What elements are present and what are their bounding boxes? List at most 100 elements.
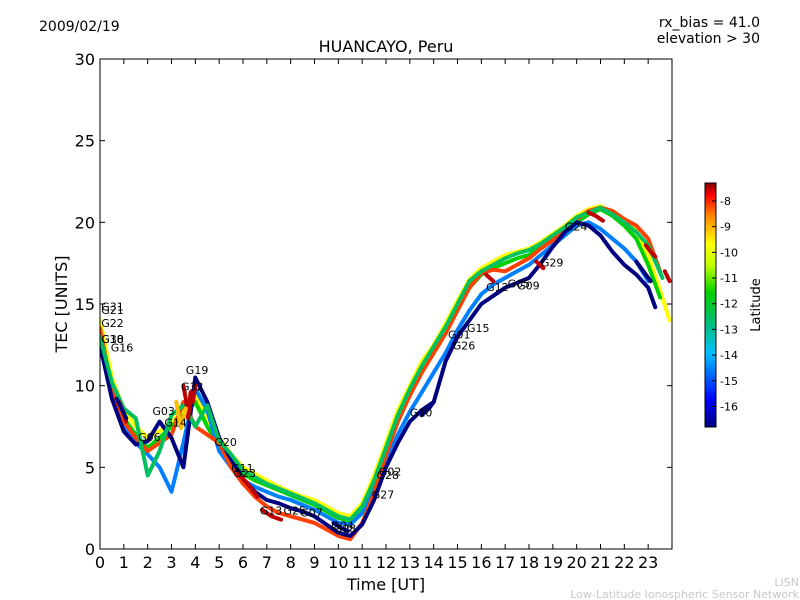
colorbar-ticks: -8 -9 -10 -11 -12 -13 -14 -15 -16 — [712, 195, 738, 413]
x-tick-label: 19 — [543, 553, 563, 572]
satellite-label-g25: G25 — [284, 505, 307, 518]
satellite-label-g09: G09 — [517, 279, 540, 292]
x-tick-label: 13 — [400, 553, 420, 572]
satellite-label-g12: G12 — [486, 281, 509, 294]
satellite-label-g11: G11 — [231, 462, 254, 475]
tec-trace-17 — [331, 520, 350, 533]
x-tick-label: 9 — [309, 553, 319, 572]
colorbar-label: Latitude — [749, 278, 764, 332]
y-tick-label: 25 — [75, 132, 95, 151]
tec-trace-13 — [662, 269, 672, 284]
satellite-label-g29: G29 — [541, 256, 564, 269]
tec-trace-11 — [586, 210, 605, 223]
satellite-label-g19: G19 — [186, 364, 209, 377]
satellite-label-g13: G13 — [260, 505, 283, 518]
satellite-label-g08: G08 — [334, 523, 357, 536]
x-tick-label: 14 — [423, 553, 443, 572]
rx-bias-label: rx_bias = 41.0 — [659, 15, 760, 31]
x-tick-label: 15 — [447, 553, 467, 572]
satellite-label-g27: G27 — [372, 488, 395, 501]
x-tick-label: 12 — [376, 553, 396, 572]
x-tick-label: 1 — [119, 553, 129, 572]
credit-short: LISN — [774, 576, 799, 589]
colorbar-tick-label: -9 — [720, 221, 731, 234]
x-tick-label: 20 — [566, 553, 586, 572]
satellite-label-g28: G28 — [377, 469, 400, 482]
x-tick-label: 17 — [495, 553, 515, 572]
x-axis-label: Time [UT] — [346, 575, 425, 594]
colorbar-tick-label: -10 — [720, 246, 738, 259]
satellite-label-g21: G21 — [101, 304, 124, 317]
x-axis-ticks: 0 1 2 3 4 5 6 7 8 9 10 11 12 13 14 15 16 17 18 19 20 21 22 23 — [95, 59, 658, 572]
satellite-label-g02: G02 — [379, 466, 402, 479]
satellite-label-g04: G04 — [331, 519, 354, 532]
satellite-label-g14: G14 — [164, 417, 187, 430]
tec-trace-7 — [236, 471, 260, 499]
satellite-label-g32: G32 — [181, 381, 204, 394]
y-axis-ticks: 0 5 10 15 20 25 30 — [75, 50, 672, 559]
satellite-label-g20: G20 — [214, 436, 237, 449]
satellite-label-g05: G05 — [508, 278, 531, 291]
colorbar-tick-label: -8 — [720, 195, 731, 208]
colorbar-tick-label: -12 — [720, 298, 738, 311]
x-tick-label: 7 — [262, 553, 272, 572]
chart-title: HUANCAYO, Peru — [319, 37, 454, 56]
tec-trace-9 — [484, 272, 496, 284]
colorbar-tick-label: -16 — [720, 400, 738, 413]
tec-trace-5 — [100, 205, 665, 522]
y-tick-label: 5 — [85, 458, 95, 477]
date-label: 2009/02/19 — [39, 19, 120, 35]
satellite-label-g03: G03 — [152, 405, 175, 418]
tec-trace-10 — [534, 259, 546, 271]
x-tick-label: 6 — [238, 553, 248, 572]
trace-layer — [100, 204, 672, 542]
tec-trace-8 — [260, 507, 284, 522]
y-tick-label: 15 — [75, 295, 95, 314]
credit-long: Low-Latitude Ionospheric Sensor Network — [570, 588, 799, 600]
satellite-label-g23: G23 — [234, 467, 257, 480]
x-tick-label: 8 — [286, 553, 296, 572]
colorbar-tick-label: -14 — [720, 349, 738, 362]
satellite-label-g01: G01 — [448, 328, 471, 341]
x-tick-label: 11 — [352, 553, 372, 572]
satellite-label-g18: G18 — [101, 333, 124, 346]
tec-trace-18 — [634, 259, 653, 284]
y-tick-label: 0 — [85, 540, 95, 559]
tec-trace-15 — [114, 396, 129, 421]
satellite-label-g22: G22 — [101, 317, 124, 330]
x-tick-label: 16 — [471, 553, 491, 572]
satellite-label-g16: G16 — [111, 341, 134, 354]
satellite-label-g24: G24 — [565, 221, 588, 234]
x-tick-label: 4 — [190, 553, 200, 572]
colorbar-tick-label: -11 — [720, 272, 738, 285]
x-tick-label: 23 — [638, 553, 658, 572]
y-tick-label: 20 — [75, 213, 95, 232]
colorbar-tick-label: -15 — [720, 375, 738, 388]
satellite-label-g10: G10 — [410, 407, 433, 420]
x-tick-label: 0 — [95, 553, 105, 572]
x-tick-label: 3 — [166, 553, 176, 572]
y-axis-label: TEC [UNITS] — [52, 256, 71, 354]
colorbar — [704, 182, 717, 428]
x-tick-label: 21 — [590, 553, 610, 572]
x-tick-label: 18 — [519, 553, 539, 572]
y-tick-label: 10 — [75, 377, 95, 396]
y-tick-label: 30 — [75, 50, 95, 69]
satellite-label-g07: G07 — [300, 506, 323, 519]
x-tick-label: 22 — [614, 553, 634, 572]
tec-trace-19 — [174, 400, 188, 431]
colorbar-tick-label: -13 — [720, 323, 738, 336]
tec-trace-6 — [181, 383, 198, 421]
tec-trace-12 — [643, 243, 658, 259]
x-tick-label: 10 — [328, 553, 348, 572]
satellite-label-g15: G15 — [467, 322, 490, 335]
satellite-label-g06: G06 — [138, 431, 161, 444]
tec-trace-16 — [419, 400, 436, 418]
satellite-label-g31: G31 — [101, 301, 124, 314]
x-tick-label: 5 — [214, 553, 224, 572]
elevation-label: elevation > 30 — [657, 31, 760, 47]
x-tick-label: 2 — [143, 553, 153, 572]
satellite-label-g30: G30 — [101, 333, 124, 346]
